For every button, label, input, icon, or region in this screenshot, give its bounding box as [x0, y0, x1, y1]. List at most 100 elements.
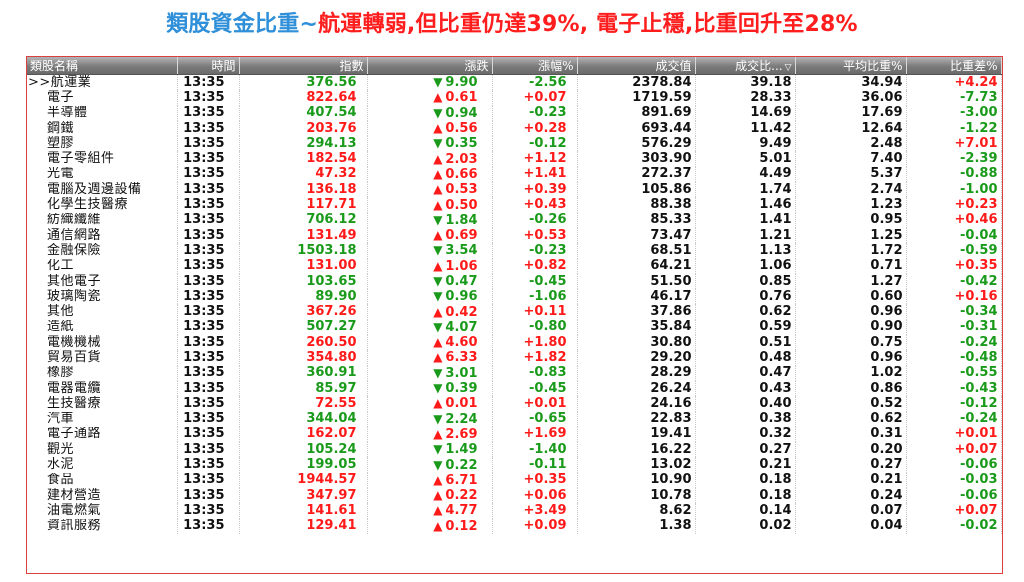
change-cell: ▲ 6.33 — [367, 350, 493, 366]
ratio-diff-cell: -1.22 — [906, 120, 1002, 137]
table-row[interactable]: 電子通路 13:35 162.07 ▲ 2.69 +1.69 19.41 0.32 0.31 +0… — [27, 426, 1002, 443]
index-cell: 706.12 — [239, 212, 368, 228]
triangle-up-icon: ▲ — [433, 166, 443, 181]
turnover-ratio-cell: 0.18 — [695, 472, 796, 489]
ratio-diff-cell: -0.06 — [906, 457, 1002, 473]
turnover-cell: 303.90 — [577, 151, 696, 167]
turnover-ratio-cell: 1.21 — [695, 227, 796, 244]
change-cell: ▲ 0.22 — [367, 488, 493, 504]
headline: 類股資金比重~航運轉弱,但比重仍達39%, 電子止穩,比重回升至28% — [0, 6, 1024, 38]
ratio-diff-cell: -0.42 — [906, 273, 1002, 290]
sort-descending-icon: ▽ — [784, 63, 792, 73]
change-pct-cell: -0.45 — [492, 273, 578, 290]
table-row[interactable]: 橡膠 13:35 360.91 ▼ 3.01 -0.83 28.29 0.47 1.02 -0.5… — [27, 365, 1002, 381]
index-cell: 260.50 — [239, 335, 368, 351]
table-row[interactable]: 鋼鐵 13:35 203.76 ▲ 0.56 +0.28 693.44 11.42 12.64-… — [27, 120, 1002, 137]
table-row[interactable]: 資訊服務 13:35 129.41 ▲ 0.12 +0.09 1.38 0.02 0.04 -0.… — [27, 518, 1002, 534]
change-pct-cell: +0.11 — [492, 304, 578, 320]
table-row[interactable]: 半導體 13:35 407.54 ▼ 0.94 -0.23 891.69 14.69 17.69… — [27, 105, 1002, 121]
turnover-ratio-cell: 1.41 — [695, 212, 796, 228]
table-row[interactable]: 其他電子 13:35 103.65 ▼ 0.47 -0.45 51.50 0.85 1.27 -0… — [27, 273, 1002, 290]
ratio-diff-cell: +0.23 — [906, 197, 1002, 213]
turnover-ratio-cell: 14.69 — [695, 105, 796, 121]
table-row[interactable]: 其他 13:35 367.26 ▲ 0.42 +0.11 37.86 0.62 0.96 -0.3… — [27, 304, 1002, 320]
table-row[interactable]: 紡織纖維 13:35 706.12 ▼ 1.84 -0.26 85.33 1.41 0.95 +0… — [27, 212, 1002, 228]
change-cell: ▼ 2.24 — [367, 411, 493, 427]
table-row[interactable]: 造紙 13:35 507.27 ▼ 4.07 -0.80 35.84 0.59 0.90 -0.3… — [27, 319, 1002, 336]
triangle-down-icon: ▼ — [433, 442, 443, 457]
change-cell: ▼ 0.35 — [367, 136, 493, 152]
index-cell: 294.13 — [239, 136, 368, 152]
column-header-index[interactable]: 指數 — [239, 57, 368, 75]
table-row[interactable]: 電機機械 13:35 260.50 ▲ 4.60 +1.80 30.80 0.51 0.75 -0… — [27, 335, 1002, 351]
turnover-ratio-cell: 0.38 — [695, 411, 796, 427]
turnover-ratio-cell: 1.74 — [695, 182, 796, 198]
turnover-cell: 85.33 — [577, 212, 696, 228]
turnover-cell: 13.02 — [577, 457, 696, 473]
time-cell: 13:35 — [177, 74, 240, 91]
sector-name: 其他電子 — [27, 273, 178, 290]
table-row[interactable]: 化工 13:35 131.00 ▲ 1.06 +0.82 64.21 1.06 0.71 +0.3… — [27, 258, 1002, 274]
table-row[interactable]: 電器電纜 13:35 85.97 ▼ 0.39 -0.45 26.24 0.43 0.86 -0.… — [27, 380, 1002, 397]
headline-title: 類股資金比重~ — [166, 12, 319, 37]
table-row[interactable]: 電子 13:35 822.64 ▲ 0.61 +0.07 1719.59 28.33 36.06… — [27, 90, 1002, 106]
ratio-diff-cell: +0.01 — [906, 426, 1002, 443]
time-cell: 13:35 — [177, 151, 240, 167]
turnover-cell: 88.38 — [577, 197, 696, 213]
turnover-ratio-cell: 0.85 — [695, 273, 796, 290]
time-cell: 13:35 — [177, 90, 240, 106]
column-header-name[interactable]: 類股名稱 — [27, 57, 178, 75]
table-row[interactable]: 生技醫療 13:35 72.55 ▲ 0.01 +0.01 24.16 0.40 0.52 -0.… — [27, 396, 1002, 412]
table-row[interactable]: 建材營造 13:35 347.97 ▲ 0.22 +0.06 10.78 0.18 0.24 -0… — [27, 488, 1002, 504]
change-cell: ▲ 0.50 — [367, 197, 493, 213]
turnover-ratio-cell: 1.06 — [695, 258, 796, 274]
triangle-up-icon: ▲ — [433, 503, 443, 518]
turnover-ratio-cell: 0.59 — [695, 319, 796, 336]
table-row[interactable]: 光電 13:35 47.32 ▲ 0.66 +1.41 272.37 4.49 5.37 -0.8… — [27, 166, 1002, 183]
time-cell: 13:35 — [177, 227, 240, 244]
change-cell: ▼ 0.94 — [367, 105, 493, 121]
triangle-up-icon: ▲ — [433, 335, 443, 350]
change-cell: ▼ 1.49 — [367, 442, 493, 458]
table-row[interactable]: 食品 13:35 1944.57 ▲ 6.71 +0.35 10.90 0.18 0.21 -0.… — [27, 472, 1002, 489]
column-header-time[interactable]: 時間 — [177, 57, 240, 75]
triangle-down-icon: ▼ — [433, 136, 443, 151]
index-cell: 141.61 — [239, 503, 368, 519]
table-row[interactable]: 汽車 13:35 344.04 ▼ 2.24 -0.65 22.83 0.38 0.62 -0.2… — [27, 411, 1002, 427]
column-header-turnover-ratio[interactable]: 成交比... ▽ — [695, 57, 796, 75]
change-cell: ▼ 1.84 — [367, 212, 493, 228]
table-row[interactable]: 電腦及週邊設備 13:35 136.18 ▲ 0.53 +0.39 105.86 1.74 2.… — [27, 182, 1002, 198]
change-cell: ▼ 3.01 — [367, 365, 493, 381]
table-row[interactable]: 塑膠 13:35 294.13 ▼ 0.35 -0.12 576.29 9.49 2.48 +7.… — [27, 136, 1002, 152]
table-row[interactable]: 水泥 13:35 199.05 ▼ 0.22 -0.11 13.02 0.21 0.27 -0.0… — [27, 457, 1002, 473]
column-header-change[interactable]: 漲跌 — [367, 57, 493, 75]
column-header-avg-ratio[interactable]: 平均比重% — [795, 57, 907, 75]
table-row[interactable]: 觀光 13:35 105.24 ▼ 1.49 -1.40 16.22 0.27 0.20 +0.0… — [27, 442, 1002, 458]
ratio-diff-cell: -2.39 — [906, 151, 1002, 167]
column-header-turnover[interactable]: 成交值 — [577, 57, 696, 75]
change-value: 0.22 — [445, 457, 478, 473]
index-cell: 507.27 — [239, 319, 368, 336]
table-row[interactable]: 化學生技醫療 13:35 117.71 ▲ 0.50 +0.43 88.38 1.46 1.23… — [27, 197, 1002, 213]
table-row[interactable]: 金融保險 13:35 1503.18 ▼ 3.54 -0.23 68.51 1.13 1.72-… — [27, 243, 1002, 259]
avg-ratio-cell: 0.95 — [795, 212, 907, 228]
sector-name: 水泥 — [27, 457, 178, 473]
column-header-change-pct[interactable]: 漲幅% — [492, 57, 578, 75]
turnover-ratio-cell: 0.32 — [695, 426, 796, 443]
turnover-cell: 35.84 — [577, 319, 696, 336]
time-cell: 13:35 — [177, 457, 240, 473]
table-row[interactable]: 貿易百貨 13:35 354.80 ▲ 6.33 +1.82 29.20 0.48 0.96 -0… — [27, 350, 1002, 366]
table-row[interactable]: 通信網路 13:35 131.49 ▲ 0.69 +0.53 73.47 1.21 1.25 -0… — [27, 227, 1002, 244]
table-row[interactable]: 油電燃氣 13:35 141.61 ▲ 4.77 +3.49 8.62 0.14 0.07 +0.… — [27, 503, 1002, 519]
table-row[interactable]: 玻璃陶瓷 13:35 89.90 ▼ 0.96 -1.06 46.17 0.76 0.60 +0.… — [27, 289, 1002, 305]
sector-name: 化學生技醫療 — [27, 197, 178, 213]
sector-name: 建材營造 — [27, 488, 178, 504]
change-pct-cell: +1.12 — [492, 151, 578, 167]
time-cell: 13:35 — [177, 503, 240, 519]
change-cell: ▲ 0.61 — [367, 90, 493, 106]
turnover-cell: 26.24 — [577, 380, 696, 397]
table-row[interactable]: 電子零組件 13:35 182.54 ▲ 2.03 +1.12 303.90 5.01 7.40… — [27, 151, 1002, 167]
column-header-ratio-diff[interactable]: 比重差% — [906, 57, 1002, 75]
table-row[interactable]: >>航運業 13:35 376.56 ▼ 9.90 -2.56 2378.84 39.18 34… — [27, 74, 1002, 91]
avg-ratio-cell: 1.25 — [795, 227, 907, 244]
